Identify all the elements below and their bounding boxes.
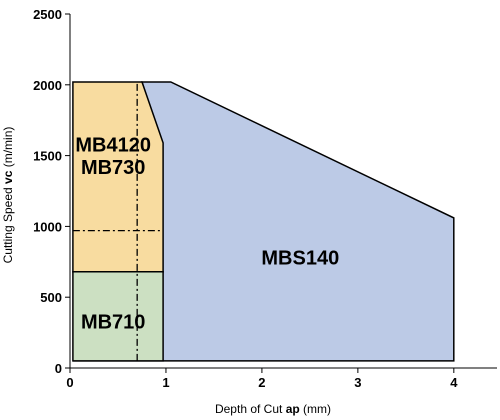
y-axis-label-symbol: vc [1, 170, 15, 184]
x-axis-label: Depth of Cut ap (mm) [215, 402, 331, 416]
x-tick-label: 3 [354, 375, 361, 390]
y-axis-label-unit: (m/min) [1, 127, 15, 171]
y-tick-label: 2000 [33, 78, 62, 93]
x-axis-label-symbol: ap [286, 402, 300, 416]
x-tick-label: 0 [66, 375, 73, 390]
x-tick-label: 4 [450, 375, 458, 390]
region-mb710 [72, 270, 164, 362]
x-axis-label-unit: (mm) [300, 402, 331, 416]
reference-lines-layer [72, 81, 164, 361]
x-tick-label: 1 [162, 375, 169, 390]
y-axis-label: Cutting Speed vc (m/min) [1, 127, 15, 264]
y-tick-label: 0 [55, 361, 62, 376]
y-tick-label: 1500 [33, 149, 62, 164]
region-label-mbs140: MBS140 [261, 248, 339, 270]
y-tick-label: 500 [40, 290, 62, 305]
y-tick-label: 2500 [33, 7, 62, 22]
axes-layer [69, 14, 497, 369]
x-axis-label-prefix: Depth of Cut [215, 402, 286, 416]
region-label-mb730: MB730 [81, 157, 145, 179]
region-label-mb4120: MB4120 [75, 134, 151, 156]
y-tick-label: 1000 [33, 219, 62, 234]
ticks-layer: 0 1 2 3 4 0 500 1000 1500 2000 2500 [33, 7, 458, 390]
regions-layer [72, 81, 455, 362]
region-label-mb710: MB710 [81, 311, 145, 333]
x-tick-label: 2 [258, 375, 265, 390]
y-axis-label-prefix: Cutting Speed [1, 184, 15, 263]
